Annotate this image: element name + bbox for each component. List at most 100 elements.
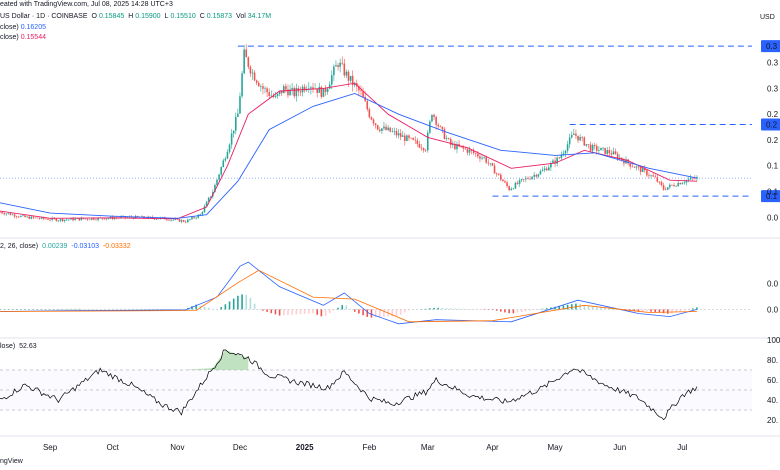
candle-body[interactable] — [675, 186, 677, 187]
candle-body[interactable] — [113, 217, 116, 219]
candle-body[interactable] — [639, 166, 642, 172]
candle-body[interactable] — [72, 218, 74, 221]
candle-body[interactable] — [209, 196, 212, 198]
candle-body[interactable] — [479, 156, 481, 159]
candle-body[interactable] — [312, 87, 314, 89]
candle-body[interactable] — [222, 160, 225, 168]
candle-body[interactable] — [487, 162, 490, 164]
candle-body[interactable] — [623, 160, 625, 164]
candle-body[interactable] — [103, 218, 106, 220]
candle-body[interactable] — [616, 153, 619, 159]
candle-body[interactable] — [374, 123, 377, 126]
candle-body[interactable] — [70, 218, 72, 220]
candle-body[interactable] — [525, 178, 527, 180]
candle-body[interactable] — [0, 212, 1, 213]
candle-body[interactable] — [11, 214, 14, 216]
candle-body[interactable] — [669, 184, 671, 188]
candle-body[interactable] — [216, 179, 218, 185]
candle-body[interactable] — [573, 133, 575, 135]
candle-body[interactable] — [445, 138, 448, 140]
candle-body[interactable] — [650, 175, 652, 176]
candle-body[interactable] — [59, 219, 62, 221]
candle-body[interactable] — [51, 218, 53, 220]
candle-body[interactable] — [641, 168, 644, 172]
candle-body[interactable] — [289, 89, 291, 96]
candle-body[interactable] — [606, 150, 609, 154]
candle-body[interactable] — [330, 75, 333, 85]
candle-body[interactable] — [245, 49, 248, 58]
candle-body[interactable] — [316, 88, 318, 93]
candle-body[interactable] — [554, 160, 556, 164]
candle-body[interactable] — [414, 139, 417, 141]
candle-body[interactable] — [351, 75, 354, 86]
candle-body[interactable] — [30, 216, 33, 219]
candle-body[interactable] — [585, 144, 588, 146]
candle-body[interactable] — [660, 181, 663, 186]
candle-body[interactable] — [416, 140, 419, 145]
candle-body[interactable] — [485, 157, 488, 163]
candle-body[interactable] — [247, 57, 250, 67]
candle-body[interactable] — [410, 137, 412, 139]
candle-body[interactable] — [514, 182, 517, 189]
candle-body[interactable] — [126, 217, 129, 218]
candle-body[interactable] — [500, 174, 502, 180]
candle-body[interactable] — [47, 219, 49, 220]
candle-body[interactable] — [477, 153, 479, 157]
candle-body[interactable] — [205, 201, 208, 207]
candle-body[interactable] — [643, 168, 646, 171]
candle-body[interactable] — [560, 155, 563, 159]
candle-body[interactable] — [5, 213, 8, 215]
candle-body[interactable] — [84, 218, 87, 220]
candle-body[interactable] — [49, 219, 51, 221]
candle-body[interactable] — [328, 84, 331, 89]
ma2-legend[interactable]: close) 0.15544 — [0, 34, 48, 41]
candle-body[interactable] — [504, 181, 506, 183]
candle-body[interactable] — [635, 166, 638, 168]
candle-body[interactable] — [556, 157, 558, 164]
candle-body[interactable] — [387, 127, 389, 130]
candle-body[interactable] — [654, 176, 657, 178]
candle-body[interactable] — [260, 86, 262, 87]
candle-body[interactable] — [26, 216, 28, 218]
candle-body[interactable] — [462, 146, 465, 149]
candle-body[interactable] — [631, 166, 634, 168]
candle-body[interactable] — [587, 144, 590, 145]
candle-body[interactable] — [262, 86, 264, 89]
candle-body[interactable] — [689, 177, 692, 180]
candle-body[interactable] — [218, 174, 220, 180]
candle-body[interactable] — [426, 132, 429, 151]
candle-body[interactable] — [575, 133, 577, 136]
candle-body[interactable] — [224, 158, 227, 161]
candle-body[interactable] — [234, 116, 237, 131]
candle-body[interactable] — [345, 71, 348, 76]
candle-body[interactable] — [383, 126, 385, 129]
candle-body[interactable] — [510, 188, 513, 191]
candle-body[interactable] — [366, 101, 369, 110]
candle-body[interactable] — [282, 86, 285, 94]
candle-body[interactable] — [17, 216, 20, 218]
candle-body[interactable] — [61, 219, 64, 222]
candle-body[interactable] — [656, 177, 659, 182]
candle-body[interactable] — [570, 134, 573, 138]
candle-body[interactable] — [65, 219, 68, 221]
candle-body[interactable] — [495, 173, 498, 175]
candle-body[interactable] — [562, 153, 565, 156]
candle-body[interactable] — [401, 135, 404, 137]
candle-body[interactable] — [172, 219, 174, 221]
candle-body[interactable] — [3, 213, 5, 215]
candle-body[interactable] — [68, 219, 70, 221]
candle-body[interactable] — [166, 219, 168, 220]
candle-body[interactable] — [579, 137, 581, 141]
candle-body[interactable] — [268, 92, 270, 96]
candle-body[interactable] — [589, 144, 592, 151]
candle-body[interactable] — [86, 218, 89, 220]
candle-body[interactable] — [266, 88, 268, 93]
candle-body[interactable] — [412, 137, 414, 140]
candle-body[interactable] — [43, 217, 45, 219]
candle-body[interactable] — [520, 179, 523, 181]
candle-body[interactable] — [15, 216, 18, 218]
candle-body[interactable] — [57, 220, 60, 222]
candle-body[interactable] — [232, 130, 235, 134]
candle-body[interactable] — [385, 126, 387, 130]
candle-body[interactable] — [422, 148, 425, 151]
